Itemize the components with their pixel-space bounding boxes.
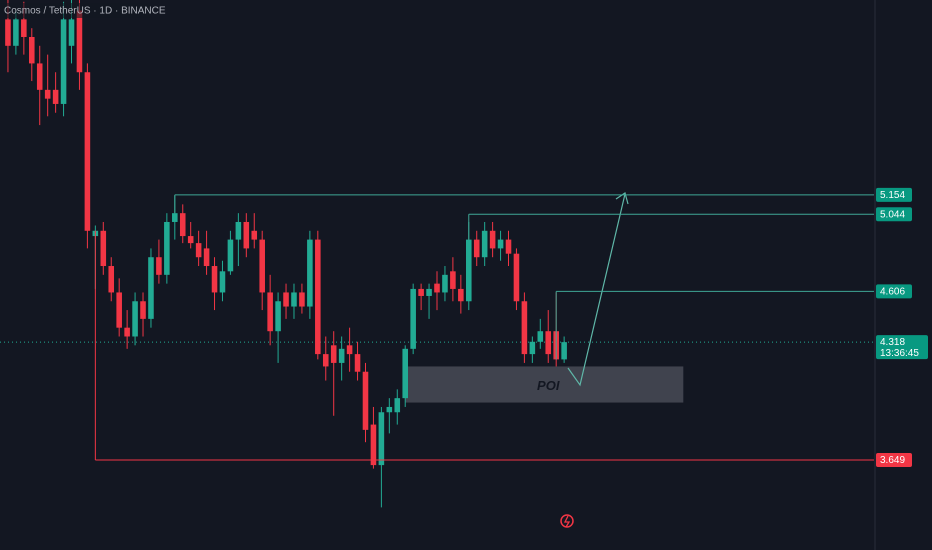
event-icon[interactable] xyxy=(560,514,574,528)
candle-body xyxy=(418,288,424,296)
candle-body xyxy=(370,424,377,466)
level-price-label: 3.649 xyxy=(880,455,905,466)
level-price-label: 5.044 xyxy=(880,209,905,220)
candle-body xyxy=(243,221,250,249)
candle-body xyxy=(132,301,138,337)
candle-body xyxy=(537,331,544,342)
candle-body xyxy=(442,274,448,293)
candle-body xyxy=(251,230,258,240)
arrow-head xyxy=(615,192,629,205)
candle-body xyxy=(179,213,186,237)
candle-body xyxy=(545,331,552,355)
candle-body xyxy=(29,36,35,64)
candle-body xyxy=(5,19,11,46)
candle-body xyxy=(172,213,178,222)
candle-body xyxy=(450,271,456,289)
candle-body xyxy=(378,412,385,466)
candle-body xyxy=(338,348,345,363)
candle-body xyxy=(68,19,75,46)
candle-body xyxy=(187,236,194,244)
candle-body xyxy=(235,221,242,240)
candle-body xyxy=(521,301,528,355)
candle-body xyxy=(489,230,496,249)
candle-body xyxy=(291,292,297,307)
candle-body xyxy=(410,288,416,349)
last-price-box xyxy=(876,335,928,360)
candle-body xyxy=(322,354,329,367)
candle-body xyxy=(402,348,408,399)
level-price-label: 5.154 xyxy=(880,190,905,201)
candle-body xyxy=(267,292,273,332)
poi-zone xyxy=(405,366,684,403)
candle-body xyxy=(434,283,440,293)
candle-body xyxy=(362,371,369,430)
candle-body xyxy=(330,345,337,363)
countdown-label: 13:36:45 xyxy=(880,348,919,359)
candle-body xyxy=(227,239,234,272)
candle-body xyxy=(458,288,464,302)
candle-body xyxy=(60,19,67,104)
candle-body xyxy=(21,19,27,37)
candle-body xyxy=(561,342,567,360)
candle-body xyxy=(116,292,122,328)
candle-body xyxy=(164,221,170,275)
level-price-box xyxy=(876,284,912,299)
last-price-label: 4.318 xyxy=(880,337,905,348)
candle-body xyxy=(124,327,130,337)
candle-body xyxy=(505,239,512,254)
poi-label: POI xyxy=(537,378,560,393)
candle-body xyxy=(307,239,313,307)
candle-body xyxy=(140,301,146,319)
level-price-label: 4.606 xyxy=(880,287,905,298)
candle-body xyxy=(259,239,265,293)
candle-body xyxy=(100,230,107,267)
candle-body xyxy=(346,345,353,355)
candle-body xyxy=(148,257,154,319)
candle-body xyxy=(76,10,83,73)
candle-body xyxy=(426,288,432,296)
candle-body xyxy=(156,257,162,275)
candle-body xyxy=(386,406,393,413)
candle-body xyxy=(44,89,51,99)
candle-body xyxy=(513,253,520,302)
candle-body xyxy=(315,239,321,355)
candle-body xyxy=(275,301,281,332)
candle-body xyxy=(466,239,472,302)
title-backdrop xyxy=(0,3,150,18)
candle-body xyxy=(219,271,226,293)
chart-title: Cosmos / TetherUS · 1D · BINANCE xyxy=(4,6,166,17)
candle-body xyxy=(394,398,401,413)
candle-body xyxy=(36,63,43,90)
candle-body xyxy=(84,72,91,231)
candle-body xyxy=(211,266,218,293)
candle-body xyxy=(354,354,361,372)
candle-body xyxy=(481,230,488,258)
event-icon-bolt xyxy=(563,515,571,528)
candle-body xyxy=(108,266,115,293)
candle-body xyxy=(195,243,202,258)
level-price-box xyxy=(876,187,912,202)
projection-arrow xyxy=(567,193,626,387)
level-price-box xyxy=(876,207,912,222)
candle-body xyxy=(497,239,504,249)
candle-body xyxy=(52,89,59,104)
level-price-box xyxy=(876,452,912,467)
candle-body xyxy=(299,292,305,307)
candle-body xyxy=(283,292,289,307)
candle-body xyxy=(473,239,480,258)
candle-body xyxy=(13,19,19,46)
candle-body xyxy=(203,248,210,267)
candle-body xyxy=(529,341,536,355)
